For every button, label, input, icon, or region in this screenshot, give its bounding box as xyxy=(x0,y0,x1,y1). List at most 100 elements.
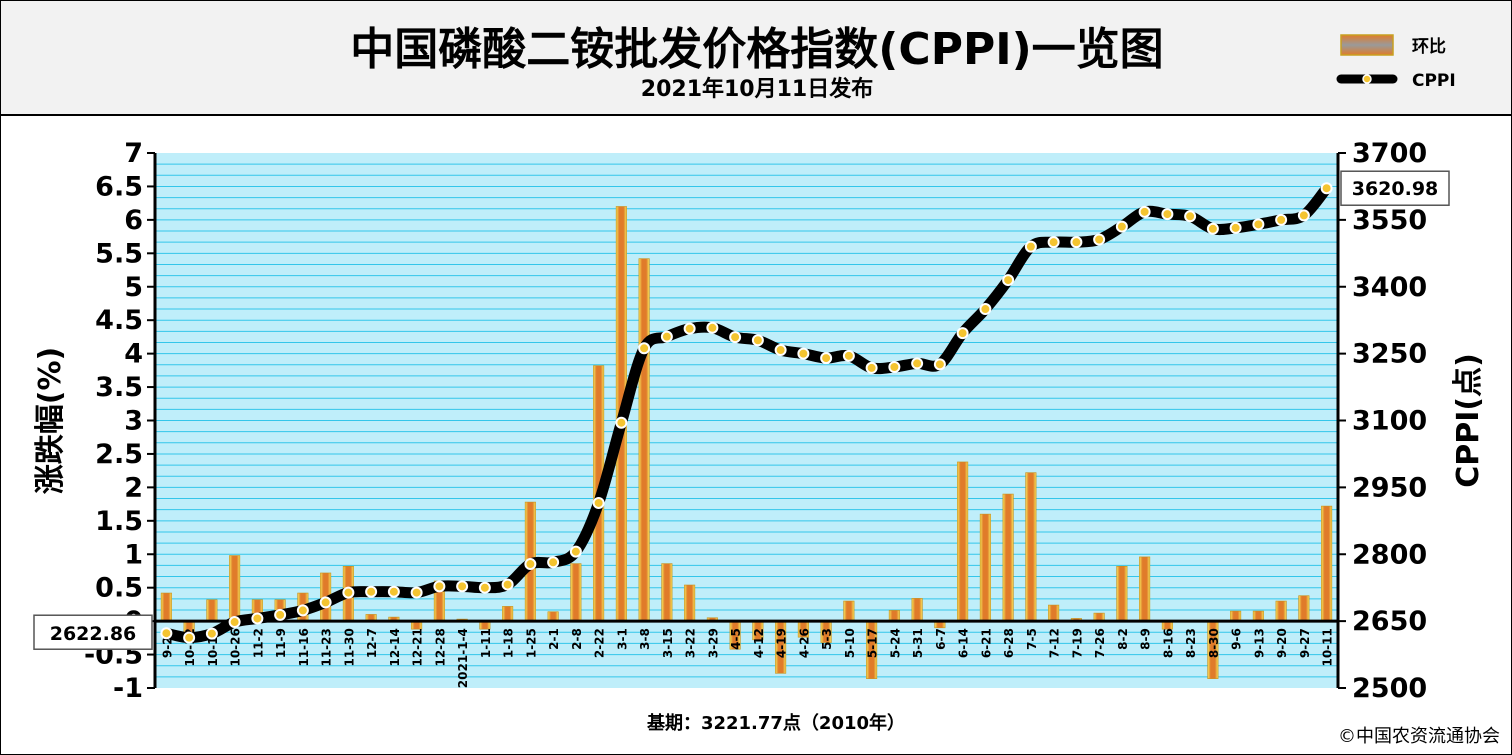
cppi-point xyxy=(729,331,742,344)
x-tick-label: 5-24 xyxy=(888,628,902,658)
x-tick-label: 2-1 xyxy=(547,628,561,650)
chart-title: 中国磷酸二铵批发价格指数(CPPI)一览图 xyxy=(350,24,1164,75)
x-tick-label: 6-14 xyxy=(957,628,971,658)
y-tick-label-right: 3700 xyxy=(1352,138,1427,169)
cppi-point xyxy=(478,581,491,594)
cppi-point xyxy=(296,604,309,617)
x-tick-label: 7-19 xyxy=(1070,628,1084,658)
x-tick-label: 2021-1-4 xyxy=(456,628,470,688)
y-tick-label-right: 2950 xyxy=(1352,472,1427,503)
x-tick-label: 5-10 xyxy=(843,628,857,658)
x-tick-label: 12-14 xyxy=(388,628,402,666)
cppi-point xyxy=(456,580,469,593)
cppi-point xyxy=(1297,209,1310,222)
x-tick-label: 2-8 xyxy=(570,628,584,650)
x-tick-label: 3-15 xyxy=(661,628,675,658)
cppi-point xyxy=(547,556,560,569)
x-tick-label: 1-18 xyxy=(502,628,516,658)
bar xyxy=(1116,565,1128,622)
cppi-point xyxy=(842,349,855,362)
cppi-point xyxy=(1047,236,1060,249)
cppi-point xyxy=(751,334,764,347)
x-tick-label: 8-9 xyxy=(1139,628,1153,650)
cppi-point xyxy=(911,357,924,370)
chart-subtitle: 2021年10月11日发布 xyxy=(640,77,874,102)
x-tick-label: 6-7 xyxy=(934,628,948,650)
x-tick-label: 10-11 xyxy=(1321,628,1335,666)
x-tick-label: 3-29 xyxy=(706,628,720,658)
y-tick-label-left: 5 xyxy=(124,272,143,303)
cppi-point xyxy=(1229,221,1242,234)
cppi-point xyxy=(797,347,810,360)
y-tick-label-left: 6.5 xyxy=(95,171,143,202)
bar xyxy=(888,610,900,622)
x-tick-label: 4-19 xyxy=(775,628,789,658)
x-tick-label: 7-26 xyxy=(1093,628,1107,658)
cppi-point xyxy=(205,627,218,640)
bar xyxy=(661,563,673,622)
x-tick-label: 11-16 xyxy=(297,628,311,666)
base-period-note: 基期：3221.77点（2010年） xyxy=(646,712,905,734)
x-tick-label: 8-16 xyxy=(1161,628,1175,658)
x-tick-label: 9-27 xyxy=(1298,628,1312,658)
x-tick-label: 9-13 xyxy=(1252,628,1266,658)
y-tick-label-left: 1 xyxy=(124,539,143,570)
x-tick-label: 5-17 xyxy=(866,628,880,658)
cppi-point xyxy=(615,416,628,429)
y-tick-label-right: 3250 xyxy=(1352,339,1427,370)
x-tick-label: 3-8 xyxy=(638,628,652,650)
cppi-point xyxy=(342,586,355,599)
cppi-point xyxy=(228,616,241,629)
cppi-point xyxy=(274,608,287,621)
start-value-box xyxy=(33,614,153,650)
bar xyxy=(1048,604,1060,622)
cppi-point xyxy=(1070,236,1083,249)
legend-bar-swatch xyxy=(1340,34,1394,56)
y-tick-label-left: 4 xyxy=(124,339,143,370)
cppi-point xyxy=(706,321,719,334)
y-tick-label-left: 6 xyxy=(124,205,143,236)
end-value-box xyxy=(1340,170,1450,206)
cppi-point xyxy=(683,322,696,335)
cppi-point xyxy=(1115,220,1128,233)
y-axis-title-right: CPPI(点) xyxy=(1451,353,1486,488)
x-tick-label: 4-12 xyxy=(752,628,766,658)
y-tick-label-left: 1.5 xyxy=(95,506,143,537)
cppi-point xyxy=(569,545,582,558)
cppi-point xyxy=(638,342,651,355)
cppi-point xyxy=(592,496,605,509)
start-value-label: 2622.86 xyxy=(50,623,137,645)
y-tick-label-left: 7 xyxy=(124,138,143,169)
bar xyxy=(843,600,855,622)
x-tick-label: 11-9 xyxy=(274,628,288,658)
x-tick-label: 11-30 xyxy=(342,628,356,666)
y-tick-label-left: 4.5 xyxy=(95,305,143,336)
y-tick-label-left: 3 xyxy=(124,406,143,437)
cppi-point xyxy=(774,344,787,357)
x-tick-label: 8-2 xyxy=(1116,628,1130,650)
cppi-point xyxy=(387,585,400,598)
cppi-point xyxy=(1206,222,1219,235)
bar xyxy=(1275,600,1287,622)
x-tick-label: 12-21 xyxy=(411,628,425,666)
y-tick-label-right: 3100 xyxy=(1352,406,1427,437)
cppi-point xyxy=(1275,213,1288,226)
cppi-point xyxy=(1093,233,1106,246)
cppi-point xyxy=(410,586,423,599)
y-tick-label-right: 2650 xyxy=(1352,606,1427,637)
legend-bar-label: 环比 xyxy=(1412,36,1446,57)
x-tick-label: 2-22 xyxy=(593,628,607,658)
y-tick-label-left: 3.5 xyxy=(95,372,143,403)
cppi-point xyxy=(433,580,446,593)
bar xyxy=(957,461,969,622)
x-tick-label: 9-20 xyxy=(1275,628,1289,658)
y-tick-label-left: 2 xyxy=(124,472,143,503)
y-tick-label-right: 3550 xyxy=(1352,205,1427,236)
x-tick-label: 12-28 xyxy=(433,628,447,666)
cppi-point xyxy=(251,612,264,625)
bar xyxy=(1298,595,1310,622)
x-tick-label: 11-23 xyxy=(320,628,334,666)
x-tick-label: 12-7 xyxy=(365,628,379,658)
cppi-line xyxy=(160,182,1333,644)
